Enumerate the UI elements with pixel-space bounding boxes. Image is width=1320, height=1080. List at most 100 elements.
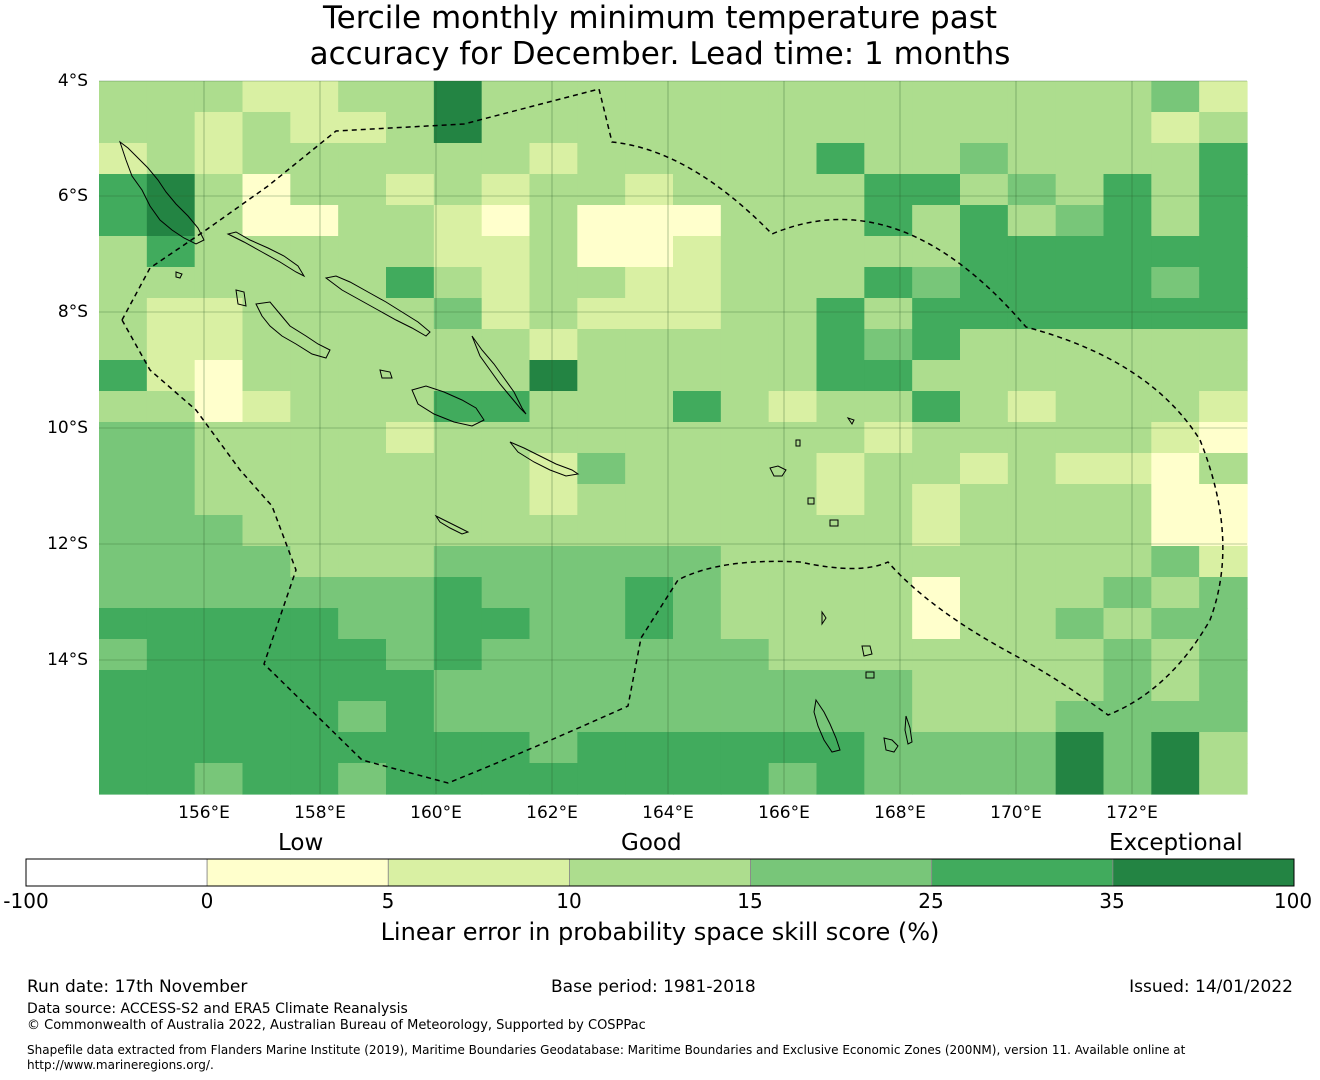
grid-cell	[673, 515, 722, 547]
grid-cell	[242, 484, 291, 516]
grid-cell	[1199, 236, 1248, 268]
grid-cell	[768, 608, 818, 640]
grid-cell	[481, 81, 531, 113]
grid-cell	[1055, 639, 1105, 671]
lon-label-156e: 156°E	[178, 803, 230, 823]
grid-cell	[338, 670, 387, 702]
grid-cell	[960, 298, 1009, 330]
grid-cell	[1199, 329, 1248, 361]
grid-cell	[242, 391, 291, 423]
lon-label-170e: 170°E	[990, 803, 1042, 823]
grid-cell	[1055, 763, 1105, 795]
grid-cell	[577, 329, 626, 361]
coastlines	[119, 140, 913, 753]
grid-cell	[1103, 236, 1152, 268]
grid-cell	[1007, 484, 1057, 516]
grid-cell	[1199, 143, 1248, 175]
grid-cell	[386, 174, 435, 206]
coastline-malaita	[471, 335, 527, 415]
grid-cell	[1151, 453, 1200, 485]
grid-cell	[481, 639, 531, 671]
grid-cell	[768, 298, 818, 330]
grid-cell	[290, 763, 339, 795]
grid-cell	[816, 732, 865, 764]
lon-label-162e: 162°E	[526, 803, 578, 823]
colorbar-tick: 25	[918, 889, 944, 913]
grid-cell	[290, 608, 339, 640]
grid-cell	[768, 577, 818, 609]
grid-cell	[816, 143, 865, 175]
lat-label-6s: 6°S	[57, 186, 88, 206]
grid-cell	[290, 174, 339, 206]
coastline-banks	[861, 645, 873, 657]
grid-cell	[433, 763, 483, 795]
grid-cell	[194, 515, 244, 547]
grid-cell	[529, 608, 578, 640]
grid-cell	[146, 112, 196, 144]
grid-cell	[242, 205, 291, 237]
grid-cell	[1103, 515, 1152, 547]
grid-cell	[864, 267, 913, 299]
shapefile-credit-line-2: http://www.marineregions.org/.	[27, 1058, 214, 1072]
grid-cell	[146, 329, 196, 361]
grid-cell	[816, 608, 865, 640]
grid-cell	[338, 329, 387, 361]
grid-cell	[864, 143, 913, 175]
grid-cell	[912, 298, 961, 330]
grid-cell	[481, 670, 531, 702]
colorbar-segment	[25, 858, 208, 887]
grid-cell	[433, 453, 483, 485]
grid-cell	[242, 577, 291, 609]
grid-cell	[99, 732, 148, 764]
coastline-pentecost	[904, 715, 913, 745]
grid-cell	[194, 422, 244, 454]
grid-cell	[720, 174, 770, 206]
grid-cell	[338, 236, 387, 268]
grid-cell	[625, 701, 674, 733]
grid-cell	[99, 298, 148, 330]
grid-cell	[242, 608, 291, 640]
grid-cell	[1151, 81, 1200, 113]
grid-cell	[577, 701, 626, 733]
grid-cell	[99, 546, 148, 578]
grid-cell	[338, 701, 387, 733]
grid-cell	[912, 174, 961, 206]
grid-cell	[1055, 81, 1105, 113]
coastline-malekula	[883, 737, 899, 753]
grid-cell	[1055, 608, 1105, 640]
grid-cell	[99, 484, 148, 516]
grid-cell	[1199, 267, 1248, 299]
grid-cell	[1199, 608, 1248, 640]
grid-cell	[816, 422, 865, 454]
grid-cell	[194, 546, 244, 578]
grid-cell	[529, 236, 578, 268]
grid-cell	[1055, 143, 1105, 175]
grid-cell	[99, 453, 148, 485]
grid-cell	[146, 236, 196, 268]
grid-cell	[481, 422, 531, 454]
grid-cell	[864, 484, 913, 516]
grid-cell	[1103, 205, 1152, 237]
grid-cell	[673, 732, 722, 764]
grid-cell	[768, 701, 818, 733]
grid-cell	[864, 763, 913, 795]
grid-cell	[386, 639, 435, 671]
grid-cell	[1199, 298, 1248, 330]
grid-cell	[1103, 546, 1152, 578]
grid-cell	[194, 174, 244, 206]
grid-cell	[1055, 205, 1105, 237]
skill-score-grid	[99, 81, 1248, 795]
title-line-1: Tercile monthly minimum temperature past	[322, 0, 998, 36]
grid-cell	[625, 670, 674, 702]
eez-solomon-islands	[121, 88, 1224, 784]
grid-cell	[816, 205, 865, 237]
grid-cell	[816, 329, 865, 361]
grid-cell	[625, 453, 674, 485]
coastline-guadalcanal	[411, 385, 485, 427]
grid-cell	[960, 732, 1009, 764]
colorbar-tick: 15	[737, 889, 763, 913]
grid-cell	[577, 81, 626, 113]
grid-cell	[1103, 608, 1152, 640]
grid-cell	[529, 360, 578, 392]
grid-cell	[99, 763, 148, 795]
